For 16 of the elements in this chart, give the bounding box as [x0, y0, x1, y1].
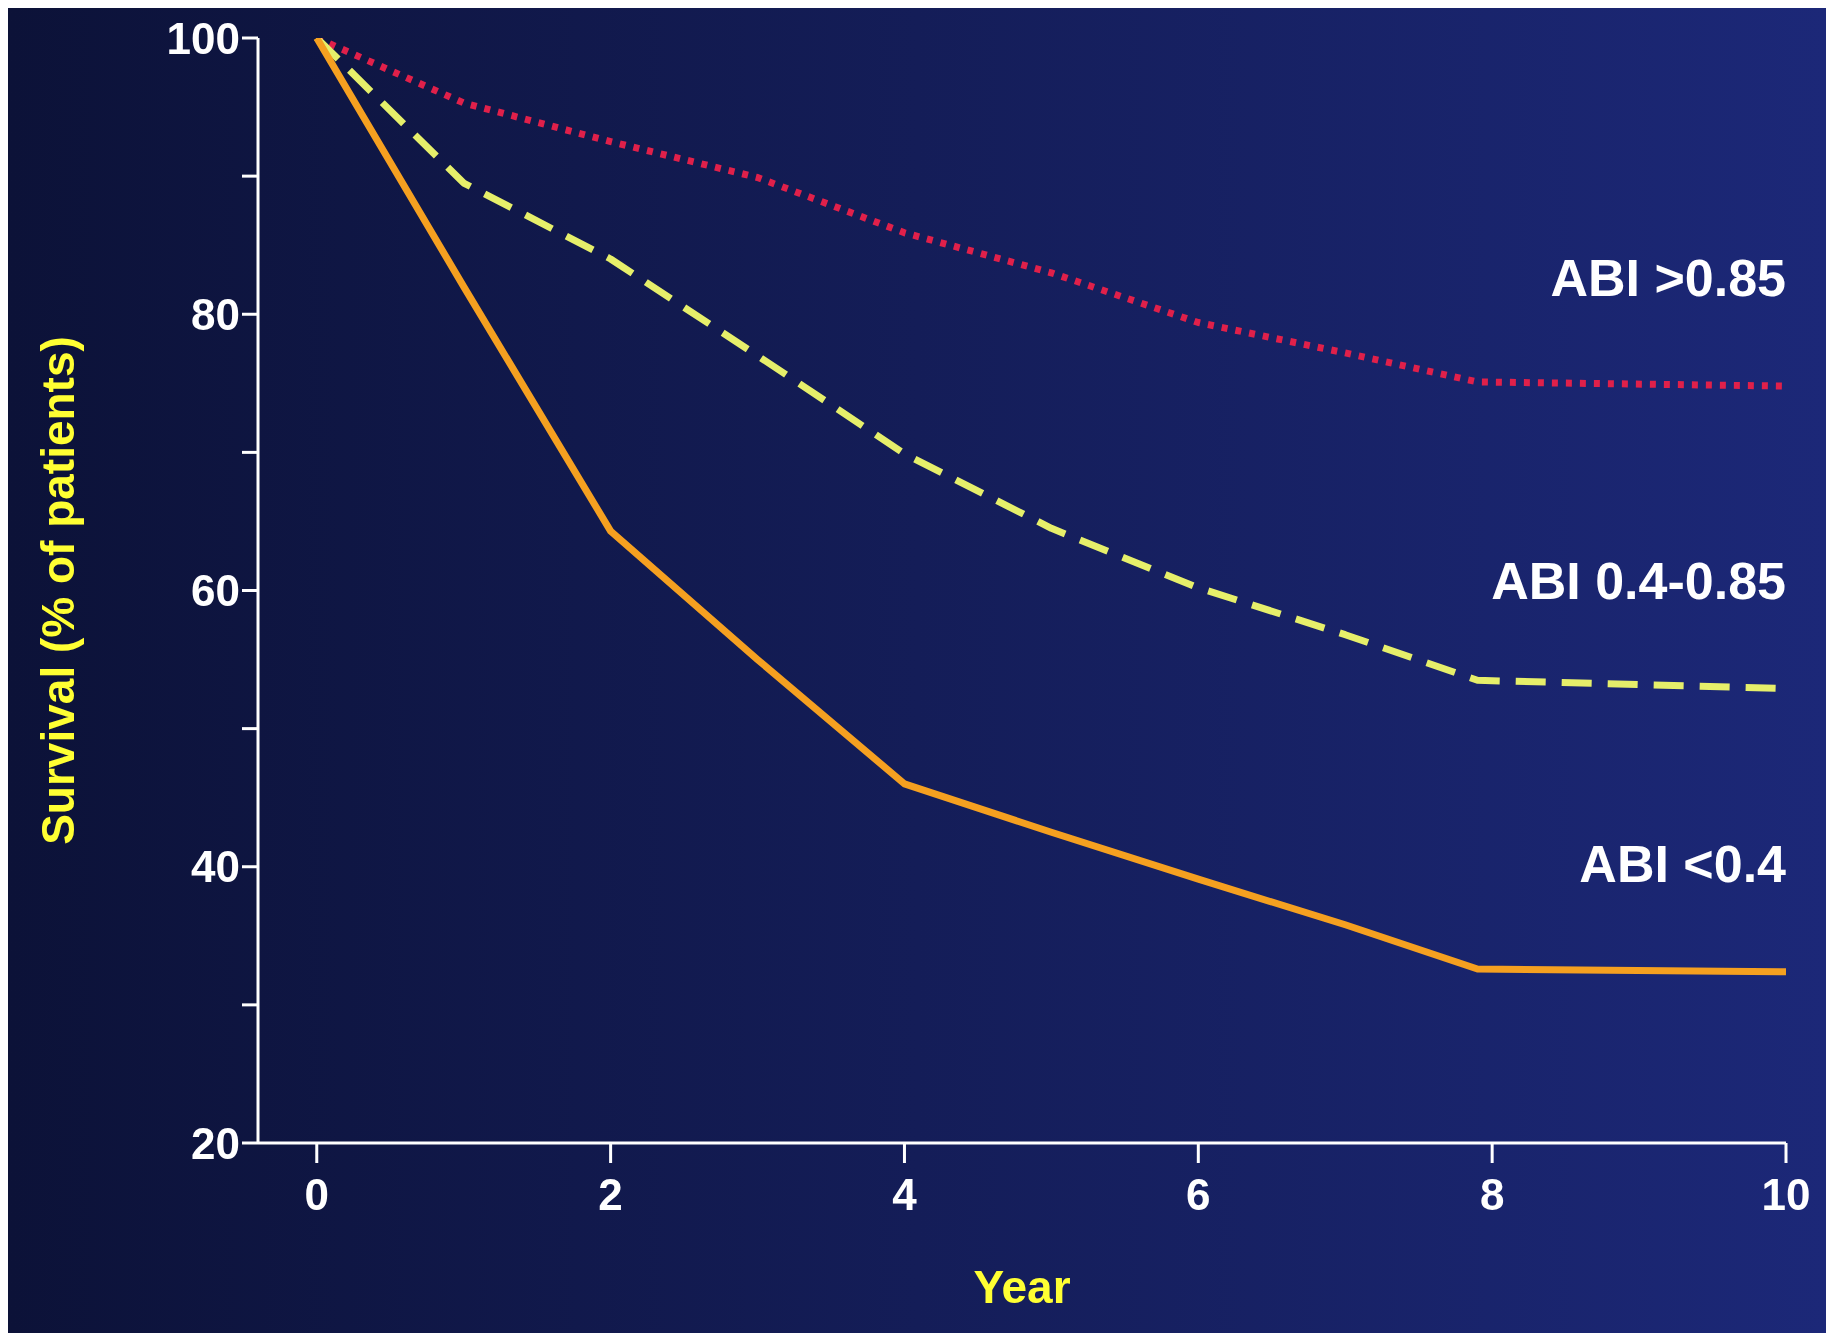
y-tick-label: 40 [191, 842, 240, 892]
series-label: ABI >0.85 [1550, 249, 1786, 308]
y-tick-label: 60 [191, 566, 240, 616]
x-tick-label: 0 [304, 1170, 330, 1220]
y-tick-label: 80 [191, 289, 240, 339]
series-label: ABI 0.4-0.85 [1491, 551, 1786, 610]
y-tick-label: 20 [191, 1118, 240, 1168]
y-tick-label: 100 [166, 13, 240, 63]
x-tick-label: 4 [892, 1170, 918, 1220]
y-axis-title: Survival (% of patients) [32, 336, 85, 845]
x-tick-label: 10 [1761, 1170, 1811, 1220]
x-tick-label: 8 [1479, 1170, 1505, 1220]
x-tick-label: 2 [598, 1170, 623, 1220]
series-label: ABI <0.4 [1579, 834, 1787, 893]
x-axis-title: Year [973, 1261, 1071, 1313]
x-tick-label: 6 [1186, 1170, 1211, 1220]
